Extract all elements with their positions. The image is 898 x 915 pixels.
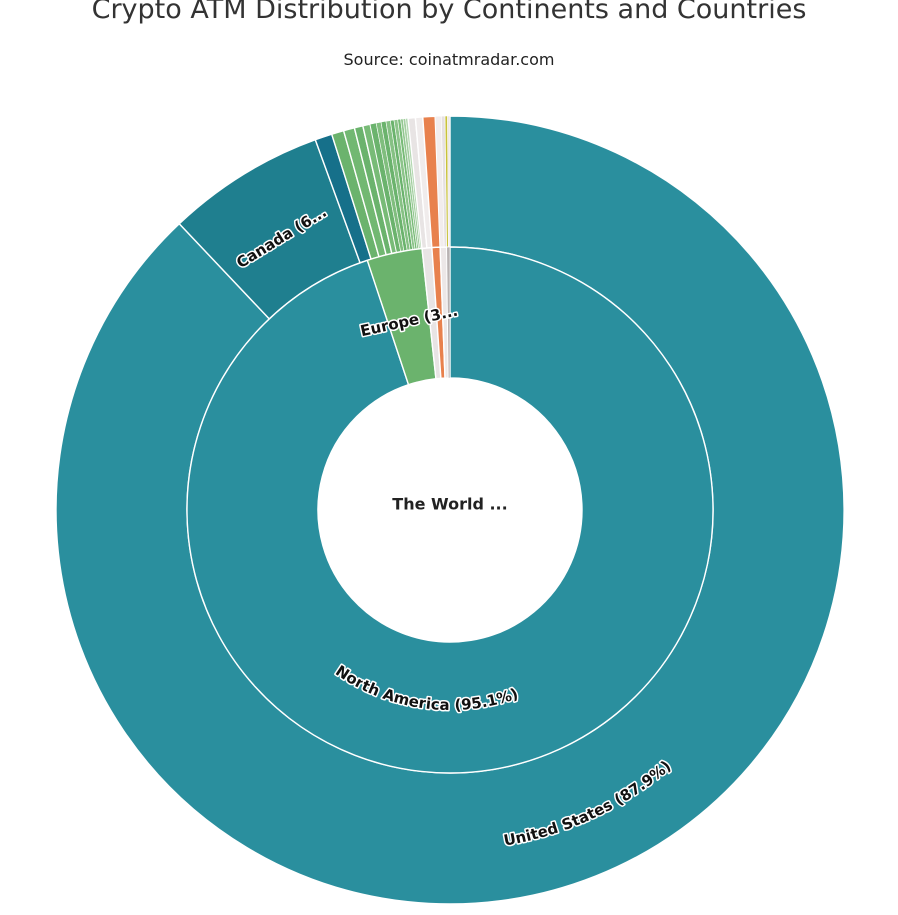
chart-subtitle: Source: coinatmradar.com <box>343 50 555 69</box>
country-ring <box>55 115 845 905</box>
center-label: The World ... <box>392 495 507 514</box>
chart-title: Crypto ATM Distribution by Continents an… <box>91 0 807 25</box>
continent-ring <box>186 246 714 774</box>
center-node[interactable] <box>318 378 582 642</box>
